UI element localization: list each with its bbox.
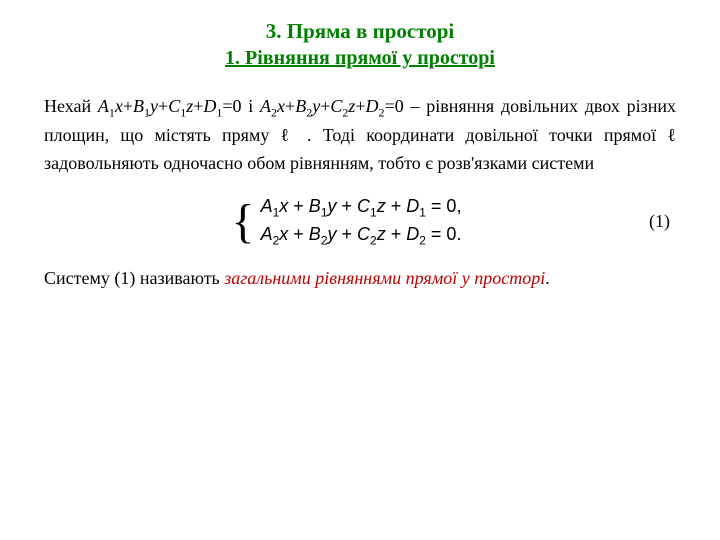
- L2-x: x: [279, 224, 288, 244]
- L2-Csub: 2: [370, 233, 377, 247]
- title-sub: 1. Рівняння прямої у просторі: [44, 45, 676, 71]
- L1-A: A: [261, 196, 273, 216]
- eq2-C: C: [330, 96, 342, 116]
- eq1-eq0: =0: [222, 96, 241, 116]
- eq1-y: y: [150, 96, 158, 116]
- eq1-x: x: [115, 96, 123, 116]
- paragraph-1: Нехай A1x+B1y+C1z+D1=0 і A2x+B2y+C2z+D2=…: [44, 93, 676, 178]
- eq2-A: A: [260, 96, 271, 116]
- eq2-D: D: [366, 96, 379, 116]
- eq2-x: x: [277, 96, 285, 116]
- p2-c: .: [545, 268, 550, 288]
- equation-system: { A1x + B1y + C1z + D1 = 0, A2x + B2y + …: [44, 196, 676, 247]
- eq1-A: A: [98, 96, 109, 116]
- p1-mid: і: [242, 96, 261, 116]
- left-brace: {: [232, 198, 255, 246]
- L1-Csub: 1: [370, 206, 377, 220]
- L1-p3: +: [386, 196, 407, 216]
- title-block: 3. Пряма в просторі 1. Рівняння прямої у…: [44, 18, 676, 71]
- eq2-plus1: +: [285, 96, 295, 116]
- L2-C: C: [357, 224, 370, 244]
- L2-z: z: [377, 224, 386, 244]
- eq2-plus3: +: [355, 96, 365, 116]
- L2-p2: +: [337, 224, 358, 244]
- L1-p2: +: [337, 196, 358, 216]
- eq2-B: B: [295, 96, 306, 116]
- title-main: 3. Пряма в просторі: [44, 18, 676, 45]
- eq2-eq0: =0: [385, 96, 404, 116]
- L2-eq: = 0: [426, 224, 457, 244]
- p1-tail2: . Тоді координати довільної точки прямої: [296, 125, 668, 145]
- L2-p1: +: [288, 224, 309, 244]
- ell-2: ℓ: [667, 125, 676, 145]
- ell-1: ℓ: [281, 125, 296, 145]
- equation-line-1: A1x + B1y + C1z + D1 = 0,: [261, 196, 462, 220]
- p1-lead: Нехай: [44, 96, 98, 116]
- L1-p1: +: [288, 196, 309, 216]
- eq2-y: y: [312, 96, 320, 116]
- L1-D: D: [406, 196, 419, 216]
- equation-number: (1): [649, 211, 676, 232]
- L2-Dsub: 2: [419, 233, 426, 247]
- L1-Bsub: 1: [321, 206, 328, 220]
- equation-line-2: A2x + B2y + C2z + D2 = 0.: [261, 224, 462, 248]
- eq1-D: D: [203, 96, 216, 116]
- L1-comma: ,: [456, 196, 461, 216]
- document-page: 3. Пряма в просторі 1. Рівняння прямої у…: [0, 0, 720, 540]
- brace-wrap: { A1x + B1y + C1z + D1 = 0, A2x + B2y + …: [232, 196, 462, 247]
- eq1-plus3: +: [193, 96, 203, 116]
- L2-y: y: [328, 224, 337, 244]
- L2-Bsub: 2: [321, 233, 328, 247]
- L2-B: B: [309, 224, 321, 244]
- eq1-plus1: +: [123, 96, 133, 116]
- L2-dot: .: [456, 224, 461, 244]
- eq2-plus2: +: [320, 96, 330, 116]
- L1-B: B: [309, 196, 321, 216]
- L1-y: y: [328, 196, 337, 216]
- L1-C: C: [357, 196, 370, 216]
- equation-center: { A1x + B1y + C1z + D1 = 0, A2x + B2y + …: [44, 196, 649, 247]
- L1-x: x: [279, 196, 288, 216]
- p2-a: Систему (1) називають: [44, 268, 224, 288]
- p2-b: загальними рівняннями прямої у просторі: [224, 268, 545, 288]
- equation-lines: A1x + B1y + C1z + D1 = 0, A2x + B2y + C2…: [261, 196, 462, 247]
- L2-p3: +: [386, 224, 407, 244]
- eq1-C: C: [168, 96, 180, 116]
- paragraph-2: Систему (1) називають загальними рівнянн…: [44, 265, 676, 293]
- L1-eq: = 0: [426, 196, 457, 216]
- p1-tail3: задовольняють одночасно обом рівнянням, …: [44, 153, 594, 173]
- L1-Dsub: 1: [419, 206, 426, 220]
- eq1-B: B: [133, 96, 144, 116]
- L2-D: D: [406, 224, 419, 244]
- eq1-plus2: +: [158, 96, 168, 116]
- L2-A: A: [261, 224, 273, 244]
- L1-z: z: [377, 196, 386, 216]
